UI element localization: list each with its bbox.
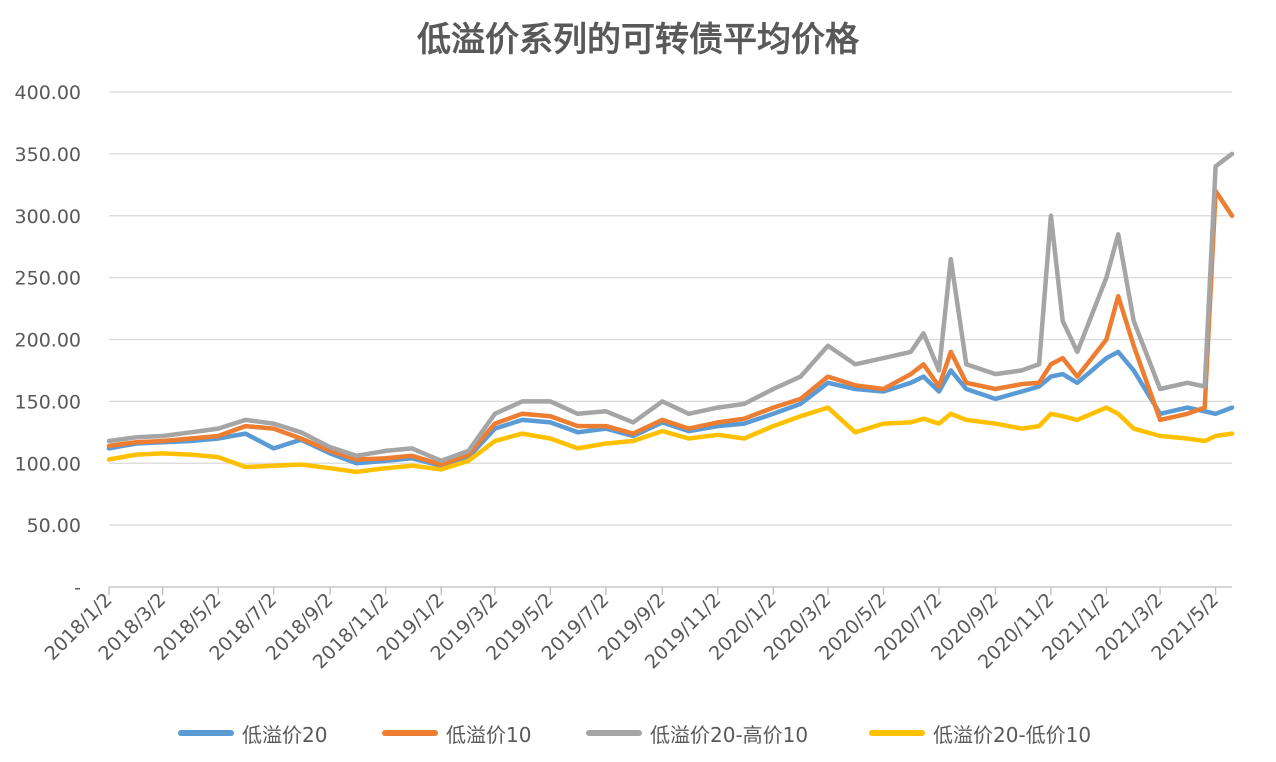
series-line-3 [106, 151, 1235, 464]
legend-label: 低溢价10 [446, 722, 532, 747]
legend: 低溢价20 低溢价10 低溢价20-高价10 低溢价20-低价10 [0, 718, 1276, 748]
y-tick-label: 250.00 [15, 268, 81, 290]
series-line-4 [106, 405, 1235, 475]
y-tick-label: 350.00 [15, 144, 81, 166]
y-tick-label: 400.00 [15, 82, 81, 104]
legend-item: 低溢价20 [178, 718, 327, 748]
legend-swatch [382, 730, 438, 736]
legend-label: 低溢价20-高价10 [650, 722, 809, 747]
series-line-1 [106, 349, 1235, 468]
y-axis-ticks: - 50.00 100.00 150.00 200.00 250.00 300.00 350.… [15, 82, 81, 599]
x-axis-ticks: 2018/1/22018/3/22018/5/22018/7/22018/9/2… [41, 589, 1224, 673]
x-axis [108, 586, 1232, 595]
series-line-2 [106, 188, 1235, 467]
legend-swatch [586, 730, 642, 736]
legend-label: 低溢价20 [242, 722, 328, 747]
y-tick-label: 200.00 [15, 330, 81, 352]
legend-swatch [869, 730, 925, 736]
y-tick-label: 100.00 [15, 453, 81, 475]
series-lines [106, 151, 1235, 475]
y-tick-label: - [74, 577, 81, 599]
legend-item: 低溢价10 [382, 718, 531, 748]
legend-item: 低溢价20-低价10 [869, 718, 1091, 748]
chart-title: 低溢价系列的可转债平均价格 [417, 20, 859, 60]
y-tick-label: 50.00 [27, 515, 81, 537]
legend-label: 低溢价20-低价10 [933, 722, 1092, 747]
y-tick-label: 300.00 [15, 206, 81, 228]
legend-item: 低溢价20-高价10 [586, 718, 808, 748]
legend-swatch [178, 730, 234, 736]
y-tick-label: 150.00 [15, 391, 81, 413]
